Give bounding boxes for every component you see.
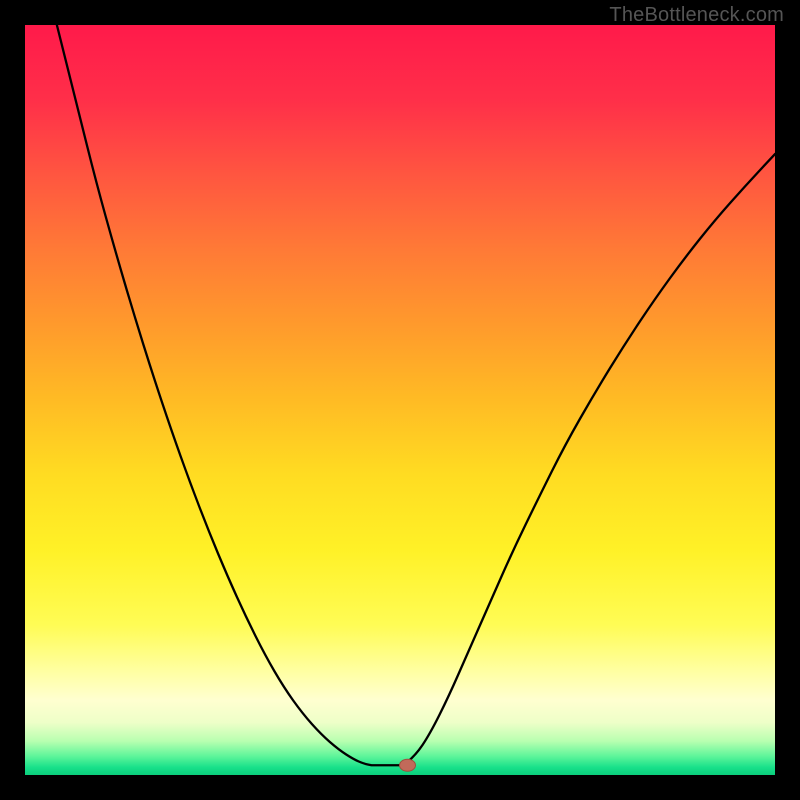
minimum-marker: [400, 759, 416, 771]
watermark-text: TheBottleneck.com: [609, 4, 784, 27]
plot-area: [25, 25, 775, 775]
bottleneck-curve: [25, 25, 775, 775]
